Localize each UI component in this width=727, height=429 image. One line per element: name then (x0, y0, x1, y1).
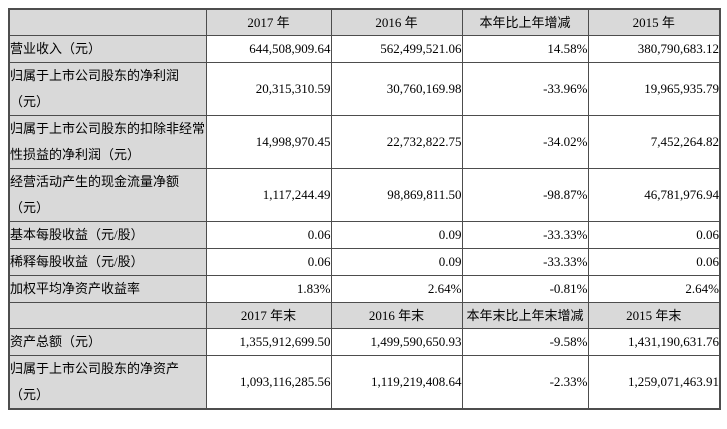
value-cell: -98.87% (461, 168, 589, 222)
value-cell: -33.33% (461, 248, 589, 276)
value-cell: 1,119,219,408.64 (330, 355, 463, 410)
value-cell: -33.96% (461, 62, 589, 116)
table-row: 基本每股收益（元/股） 0.06 0.09 -33.33% 0.06 (8, 221, 721, 249)
value-cell: -0.81% (461, 275, 589, 303)
value-cell: 0.09 (330, 221, 463, 249)
value-cell: 2.64% (587, 275, 721, 303)
value-cell: 98,869,811.50 (330, 168, 463, 222)
value-cell: 22,732,822.75 (330, 115, 463, 169)
value-cell: 1.83% (205, 275, 332, 303)
value-cell: 14.58% (461, 35, 589, 63)
header-cell: 本年比上年增减 (461, 8, 589, 36)
header-cell: 2015 年 (587, 8, 721, 36)
value-cell: 19,965,935.79 (587, 62, 721, 116)
table-row: 营业收入（元） 644,508,909.64 562,499,521.06 14.58… (8, 35, 721, 63)
value-cell: 1,355,912,699.50 (205, 328, 332, 356)
header-empty-cell (8, 8, 207, 36)
document-page: 2017 年 2016 年本年比上年增减 2015 年营业收入（元） 644,508,… (0, 8, 727, 429)
table-row: 经营活动产生的现金流量净额（元） 1,117,244.49 98,869,811.5… (8, 168, 721, 222)
table-body: 2017 年 2016 年本年比上年增减 2015 年营业收入（元） 644,508,… (8, 8, 721, 410)
header-cell: 2015 年末 (587, 302, 721, 329)
value-cell: 0.06 (587, 248, 721, 276)
financial-summary-table: 2017 年 2016 年本年比上年增减 2015 年营业收入（元） 644,508,… (8, 8, 721, 410)
value-cell: 644,508,909.64 (205, 35, 332, 63)
table-row: 归属于上市公司股东的净资产（元） 1,093,116,285.56 1,119,21… (8, 355, 721, 410)
value-cell: -33.33% (461, 221, 589, 249)
table-row: 归属于上市公司股东的扣除非经常性损益的净利润（元） 14,998,970.45 22… (8, 115, 721, 169)
row-label-cell: 经营活动产生的现金流量净额（元） (8, 168, 207, 222)
row-label-cell: 基本每股收益（元/股） (8, 221, 207, 249)
header-cell: 本年末比上年末增减 (461, 302, 589, 329)
row-label-cell: 归属于上市公司股东的净资产（元） (8, 355, 207, 410)
header-cell: 2017 年末 (205, 302, 332, 329)
row-label-cell: 资产总额（元） (8, 328, 207, 356)
table-row: 资产总额（元） 1,355,912,699.50 1,499,590,650.93-… (8, 328, 721, 356)
value-cell: -9.58% (461, 328, 589, 356)
value-cell: 0.06 (205, 221, 332, 249)
value-cell: 1,499,590,650.93 (330, 328, 463, 356)
header-cell: 2016 年 (330, 8, 463, 36)
value-cell: 14,998,970.45 (205, 115, 332, 169)
value-cell: 30,760,169.98 (330, 62, 463, 116)
value-cell: -34.02% (461, 115, 589, 169)
row-label-cell: 归属于上市公司股东的净利润（元） (8, 62, 207, 116)
header-cell: 2016 年末 (330, 302, 463, 329)
value-cell: 0.09 (330, 248, 463, 276)
table-header-row: 2017 年 2016 年本年比上年增减 2015 年 (8, 8, 721, 36)
value-cell: 20,315,310.59 (205, 62, 332, 116)
value-cell: 2.64% (330, 275, 463, 303)
value-cell: 1,259,071,463.91 (587, 355, 721, 410)
table-header-row: 2017 年末 2016 年末 本年末比上年末增减 2015 年末 (8, 302, 721, 329)
value-cell: 1,117,244.49 (205, 168, 332, 222)
value-cell: 0.06 (587, 221, 721, 249)
table-row: 稀释每股收益（元/股） 0.06 0.09 -33.33% 0.06 (8, 248, 721, 276)
value-cell: 7,452,264.82 (587, 115, 721, 169)
value-cell: 46,781,976.94 (587, 168, 721, 222)
row-label-cell: 营业收入（元） (8, 35, 207, 63)
value-cell: 380,790,683.12 (587, 35, 721, 63)
value-cell: 562,499,521.06 (330, 35, 463, 63)
table-row: 加权平均净资产收益率 1.83% 2.64% -0.81% 2.64% (8, 275, 721, 303)
value-cell: -2.33% (461, 355, 589, 410)
table-row: 归属于上市公司股东的净利润（元） 20,315,310.59 30,760,169.… (8, 62, 721, 116)
value-cell: 1,431,190,631.76 (587, 328, 721, 356)
value-cell: 1,093,116,285.56 (205, 355, 332, 410)
row-label-cell: 稀释每股收益（元/股） (8, 248, 207, 276)
row-label-cell: 加权平均净资产收益率 (8, 275, 207, 303)
row-label-cell: 归属于上市公司股东的扣除非经常性损益的净利润（元） (8, 115, 207, 169)
header-empty-cell (8, 302, 207, 329)
header-cell: 2017 年 (205, 8, 332, 36)
value-cell: 0.06 (205, 248, 332, 276)
